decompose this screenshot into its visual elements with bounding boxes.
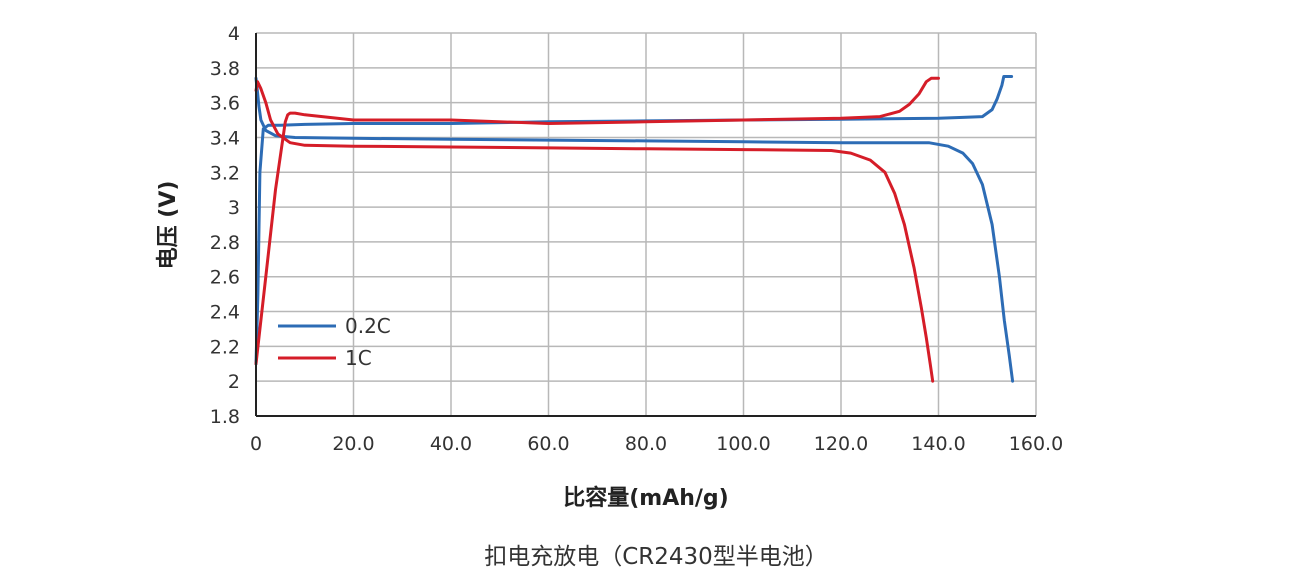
x-axis-label: 比容量(mAh/g) [563,485,729,511]
y-tick-label: 2.4 [210,302,240,324]
y-axis-label: 电压 (V) [156,181,181,270]
legend-label: 1C [345,346,372,370]
chart-curves [254,75,1015,383]
legend: 0.2C 1C [278,314,391,370]
y-tick-label: 2.6 [210,267,240,289]
y-tick-label: 1.8 [210,406,240,428]
figure-caption: 扣电充放电（CR2430型半电池） [484,544,828,570]
series-line-1C-discharge [254,80,935,383]
y-tick-label: 2.8 [210,232,240,254]
y-tick-label: 3.2 [210,162,240,184]
grid [255,32,1037,417]
y-tick-label: 3.6 [210,93,240,115]
y-tick-label: 4 [228,23,240,45]
x-tick-label: 60.0 [527,433,569,455]
x-tick-label: 40.0 [430,433,472,455]
series-line-0.2C-discharge [254,76,1015,383]
x-tick-label: 140.0 [911,433,965,455]
x-tick-label: 120.0 [814,433,868,455]
y-tick-label: 3 [228,197,240,219]
series-line-1C-charge [254,76,940,366]
x-tick-label: 80.0 [625,433,667,455]
y-tick-label: 3.8 [210,58,240,80]
axes [255,33,1036,417]
y-tick-labels: 1.8 2 2.2 2.4 2.6 2.8 3 3.2 3.4 3.6 3.8 4 [210,23,240,428]
x-tick-label: 20.0 [332,433,374,455]
legend-label: 0.2C [345,314,391,338]
y-tick-label: 3.4 [210,127,240,149]
x-tick-labels: 0 20.0 40.0 60.0 80.0 100.0 120.0 140.0 160.0 [250,433,1063,455]
x-tick-label: 0 [250,433,262,455]
x-tick-label: 160.0 [1009,433,1063,455]
y-tick-label: 2 [228,371,240,393]
y-tick-label: 2.2 [210,336,240,358]
x-tick-label: 100.0 [716,433,770,455]
